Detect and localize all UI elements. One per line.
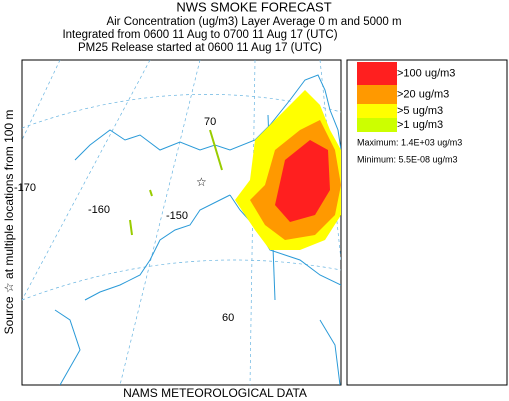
graticule-label: 70 [204,116,216,128]
smoke-area [275,140,330,222]
graticule-label: 60 [222,312,234,324]
legend: >100 ug/m3 >20 ug/m3 >5 ug/m3 >1 ug/m3 [357,62,455,132]
legend-swatch [357,104,397,118]
legend-label: >5 ug/m3 [397,105,443,117]
minimum: Minimum: 5.5E-08 ug/m3 [357,154,458,164]
graticule [22,259,341,301]
map-labels: -170 -160 -150 70 60 [14,116,234,324]
coastline [54,309,341,385]
subtitle: PM25 Release started at 0600 11 Aug 17 (… [78,42,322,54]
graticule-label: -170 [14,182,36,194]
maximum: Maximum: 1.4E+03 ug/m3 [357,137,462,147]
coastline [74,129,256,161]
subtitle: Air Concentration (ug/m3) Layer Average … [106,16,401,28]
legend-swatch [357,85,397,104]
legend-swatch [357,118,397,132]
legend-label: >20 ug/m3 [397,88,449,100]
footer: NAMS METEOROLOGICAL DATA [123,386,307,400]
map: ☆ [21,59,342,386]
graticule [22,94,341,129]
graticule [22,60,61,141]
title: NWS SMOKE FORECAST [176,0,331,14]
legend-swatch [357,62,397,85]
source-marker: ☆ [196,175,207,189]
graticule-label: -150 [166,210,188,222]
smoke-area [129,129,223,236]
legend-label: >1 ug/m3 [397,119,443,131]
side-label: Source ☆ at multiple locations from 100 … [2,110,16,335]
graticule [119,60,201,385]
subtitle: Integrated from 0600 11 Aug to 0700 11 A… [62,29,337,41]
graticule-label: -160 [88,204,110,216]
legend-label: >100 ug/m3 [397,67,455,79]
coastline [84,74,341,301]
